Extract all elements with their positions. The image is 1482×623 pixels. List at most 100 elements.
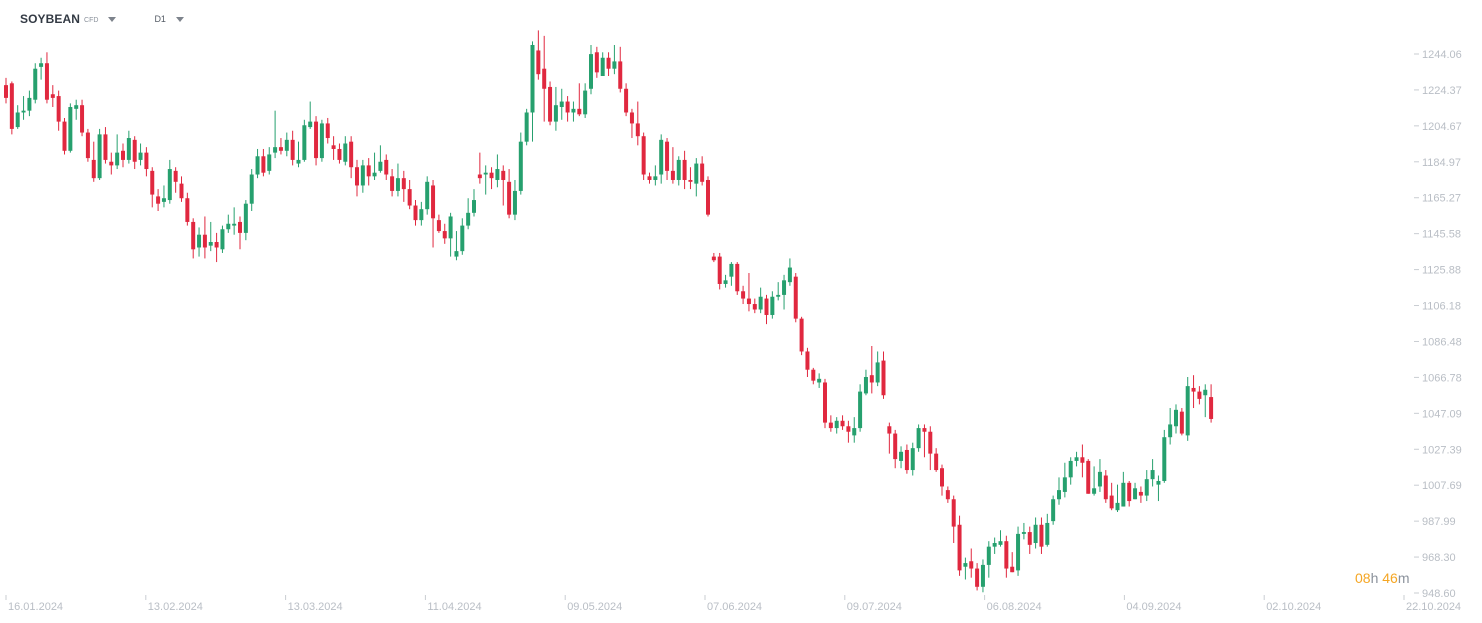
candle-body (495, 169, 500, 180)
candle-body (419, 209, 424, 221)
candle-body (875, 362, 880, 383)
candle-body (27, 97, 32, 111)
candle (787, 258, 792, 286)
candle-body (998, 541, 1003, 545)
candle (858, 384, 863, 432)
candle-body (302, 125, 307, 160)
candle-body (980, 564, 985, 587)
candle (741, 285, 746, 305)
candle (776, 282, 781, 301)
candle (887, 422, 892, 454)
candle-body (425, 181, 430, 210)
candle-body (746, 298, 751, 305)
candle-body (1103, 475, 1108, 500)
candle (191, 218, 196, 259)
candle-body (1179, 411, 1184, 434)
candle (893, 429, 898, 469)
candle-body (548, 86, 553, 122)
candle (273, 110, 278, 159)
candle (799, 316, 804, 356)
candle-body (436, 220, 441, 232)
candle-series (4, 30, 1214, 593)
candle-body (366, 165, 371, 177)
candle-body (9, 83, 14, 129)
candle-body (641, 136, 646, 175)
candle (612, 44, 617, 75)
candle-body (261, 156, 266, 173)
candle (44, 52, 49, 104)
symbol-selector[interactable]: SOYBEAN CFD (20, 12, 117, 26)
candle (501, 165, 506, 206)
timeframe-dropdown-chevron-icon[interactable] (175, 16, 184, 22)
candle (758, 287, 763, 314)
candle (688, 167, 693, 190)
price-tick-label: 1184.97 (1422, 157, 1461, 169)
candle (846, 420, 851, 443)
candle (448, 212, 453, 257)
candle-body (1150, 470, 1155, 480)
candle-body (653, 176, 658, 180)
candle (214, 232, 219, 263)
candle (284, 132, 289, 157)
candle (571, 101, 576, 122)
price-tick-label: 1086.48 (1422, 336, 1462, 348)
candle (904, 444, 909, 474)
candle-body (758, 296, 763, 310)
candle (132, 136, 137, 170)
time-tick-label: 07.06.2024 (707, 601, 762, 613)
timeframe-selector[interactable]: D1 (116, 14, 184, 24)
candle (197, 227, 202, 257)
candle (220, 225, 225, 253)
candle (746, 273, 751, 312)
candle (553, 86, 558, 131)
candle (916, 424, 921, 452)
candle-body (249, 174, 254, 204)
candle (1057, 477, 1061, 505)
candle (805, 347, 810, 378)
candle (56, 90, 61, 131)
candle-body (290, 139, 295, 160)
candle (881, 351, 886, 399)
candle-body (518, 141, 523, 191)
candle (115, 134, 120, 170)
candle (50, 85, 55, 108)
candle (659, 134, 664, 184)
candle-body (764, 298, 769, 315)
candle-body (986, 546, 991, 565)
candle-body (1068, 460, 1073, 478)
candle-body (132, 139, 137, 162)
candle-body (852, 428, 857, 436)
symbol-dropdown-chevron-icon[interactable] (108, 16, 117, 22)
candle (202, 216, 207, 259)
candle-body (612, 61, 617, 69)
candle-body (1039, 524, 1044, 547)
candle (1203, 384, 1208, 418)
candle (635, 101, 640, 146)
countdown-hours: 08 (1355, 570, 1371, 586)
candle (1080, 444, 1085, 478)
candle (1074, 451, 1079, 467)
candle-body (214, 242, 219, 248)
candle-body (542, 68, 547, 89)
candle-body (156, 196, 161, 204)
candle (945, 486, 950, 503)
candle (1051, 495, 1056, 525)
candle (489, 167, 494, 190)
candle (156, 189, 161, 211)
candle-body (811, 369, 816, 381)
candle (343, 136, 348, 166)
candle (419, 201, 424, 226)
candle (232, 207, 237, 235)
candle-body (1197, 391, 1202, 399)
candle-body (723, 280, 728, 284)
time-tick-label: 13.03.2024 (288, 601, 343, 613)
candle-body (331, 145, 336, 149)
candle-body (208, 242, 213, 246)
candle-body (62, 121, 67, 151)
candle-body (395, 178, 400, 191)
candle (647, 172, 652, 184)
candle-body (682, 159, 687, 180)
candle (589, 44, 593, 95)
candle-body (4, 85, 8, 98)
